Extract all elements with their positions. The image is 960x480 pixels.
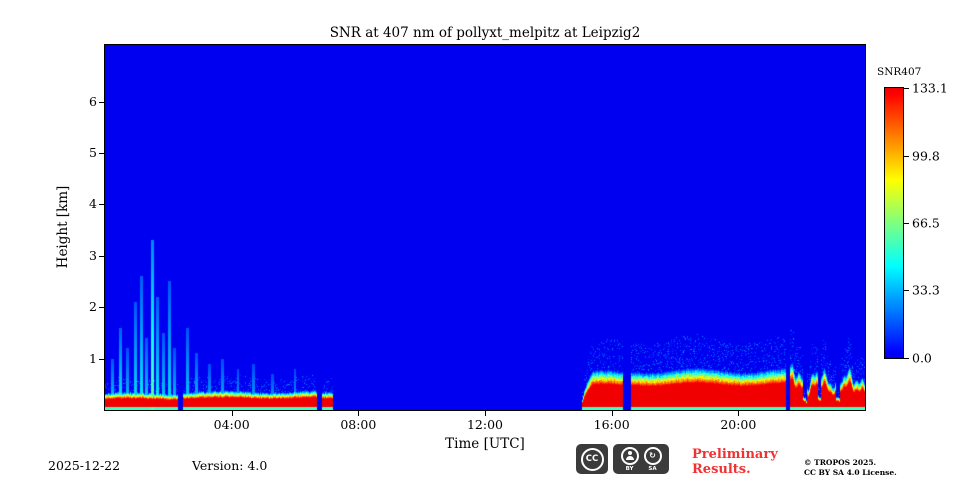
colorbar-tick-label: 99.8	[912, 148, 940, 164]
colorbar-tick-label: 66.5	[912, 215, 940, 231]
copyright-line2: CC BY SA 4.0 License.	[804, 467, 897, 477]
colorbar-label: SNR407	[877, 66, 922, 78]
x-tick-mark	[358, 411, 360, 416]
x-tick-mark	[738, 411, 740, 416]
colorbar-tick-label: 0.0	[912, 350, 932, 366]
colorbar-tick-mark	[904, 358, 909, 359]
copyright-line1: © TROPOS 2025.	[804, 458, 877, 467]
colorbar	[884, 87, 904, 359]
y-tick-label: 5	[89, 144, 97, 160]
cc-by-badge: BY	[620, 446, 639, 472]
y-tick-label: 3	[89, 247, 97, 263]
copyright-note: © TROPOS 2025. CC BY SA 4.0 License.	[804, 458, 897, 477]
page-title: SNR at 407 nm of pollyxt_melpitz at Leip…	[329, 25, 641, 41]
cc-circle-icon: CC	[580, 447, 604, 471]
heatmap-canvas	[105, 45, 865, 410]
y-tick-mark	[99, 255, 104, 257]
heatmap-plot	[104, 44, 866, 411]
preliminary-line2: Results.	[692, 462, 751, 477]
colorbar-tick-mark	[904, 223, 909, 225]
colorbar-tick-mark	[904, 88, 909, 89]
preliminary-line1: Preliminary	[692, 447, 778, 462]
y-tick-mark	[99, 152, 104, 154]
cc-sa-badge: ↻ SA	[643, 446, 662, 472]
y-tick-mark	[99, 307, 104, 309]
share-alike-arrow-icon: ↻	[643, 446, 662, 465]
colorbar-tick-mark	[904, 155, 909, 157]
y-tick-label: 4	[89, 196, 97, 212]
y-tick-label: 2	[89, 298, 97, 314]
person-icon	[620, 446, 639, 465]
x-tick-label: 12:00	[466, 417, 504, 432]
colorbar-tick-label: 133.1	[912, 80, 948, 96]
x-tick-label: 08:00	[340, 417, 377, 432]
y-tick-label: 1	[89, 350, 97, 366]
x-tick-label: 16:00	[593, 417, 630, 432]
y-tick-mark	[99, 101, 104, 103]
version-label: Version: 4.0	[192, 458, 268, 473]
x-tick-mark	[231, 411, 233, 416]
preliminary-note: Preliminary Results.	[692, 447, 778, 477]
date-label: 2025-12-22	[48, 458, 121, 473]
x-tick-label: 04:00	[213, 417, 250, 432]
y-tick-mark	[99, 358, 104, 360]
x-tick-mark	[611, 411, 613, 416]
x-axis-label: Time [UTC]	[445, 436, 525, 452]
by-label: BY	[625, 465, 634, 472]
colorbar-canvas	[885, 88, 903, 358]
x-tick-mark	[485, 411, 486, 416]
colorbar-tick-label: 33.3	[912, 282, 940, 298]
colorbar-tick-mark	[904, 290, 909, 292]
x-tick-label: 20:00	[720, 417, 757, 432]
cc-by-sa-icon: BY ↻ SA	[613, 444, 669, 474]
cc-license-badges: CC BY ↻ SA	[576, 444, 669, 474]
y-tick-label: 6	[89, 93, 97, 109]
sa-label: SA	[648, 465, 657, 472]
cc-icon: CC	[576, 444, 608, 474]
y-tick-mark	[99, 204, 104, 206]
